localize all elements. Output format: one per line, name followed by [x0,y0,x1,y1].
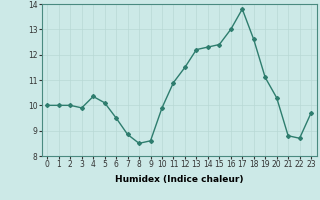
X-axis label: Humidex (Indice chaleur): Humidex (Indice chaleur) [115,175,244,184]
